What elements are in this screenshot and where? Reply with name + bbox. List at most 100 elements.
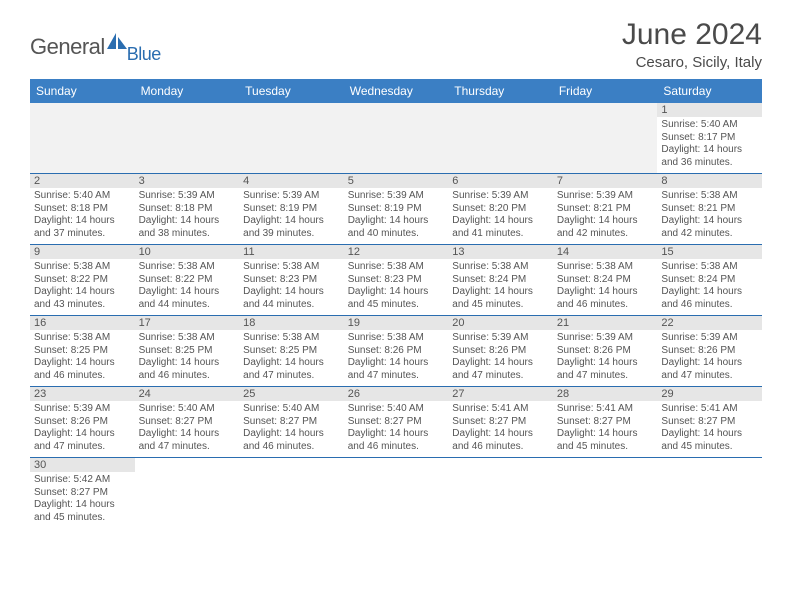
calendar-day: 17Sunrise: 5:38 AMSunset: 8:25 PMDayligh… [135,316,240,387]
day-number-row: 16 [30,316,135,330]
sunset-line: Sunset: 8:25 PM [34,345,131,358]
calendar-day: 29Sunrise: 5:41 AMSunset: 8:27 PMDayligh… [657,387,762,458]
calendar-day-empty [448,458,553,528]
calendar-day-empty [657,458,762,528]
day2-line: and 37 minutes. [34,228,131,241]
sunrise-line: Sunrise: 5:38 AM [139,332,236,345]
week-row: 2Sunrise: 5:40 AMSunset: 8:18 PMDaylight… [30,174,762,245]
sunset-line: Sunset: 8:17 PM [661,132,758,145]
sunrise-line: Sunrise: 5:42 AM [34,474,131,487]
day-number-row: 21 [553,316,658,330]
day2-line: and 42 minutes. [661,228,758,241]
day-number: 10 [139,246,151,258]
day1-line: Daylight: 14 hours [139,286,236,299]
day2-line: and 36 minutes. [661,157,758,170]
day-number-row: 14 [553,245,658,259]
sunrise-line: Sunrise: 5:39 AM [348,190,445,203]
day-number-row: 7 [553,174,658,188]
day1-line: Daylight: 14 hours [348,357,445,370]
sunset-line: Sunset: 8:27 PM [243,416,340,429]
day-number: 11 [243,246,254,258]
sunrise-line: Sunrise: 5:38 AM [348,332,445,345]
sunset-line: Sunset: 8:27 PM [452,416,549,429]
day2-line: and 47 minutes. [557,370,654,383]
day-number-row: 3 [135,174,240,188]
calendar-day: 11Sunrise: 5:38 AMSunset: 8:23 PMDayligh… [239,245,344,316]
day-number-row: 2 [30,174,135,188]
dow-wednesday: Wednesday [344,79,449,103]
day2-line: and 43 minutes. [34,299,131,312]
day2-line: and 39 minutes. [243,228,340,241]
day-number-row: 12 [344,245,449,259]
day-number: 21 [557,317,569,329]
dow-sunday: Sunday [30,79,135,103]
day-number-row: 30 [30,458,135,472]
dow-friday: Friday [553,79,658,103]
day-number-row: 27 [448,387,553,401]
day2-line: and 47 minutes. [243,370,340,383]
day1-line: Daylight: 14 hours [139,215,236,228]
day1-line: Daylight: 14 hours [661,286,758,299]
sunset-line: Sunset: 8:24 PM [557,274,654,287]
week-row: 1Sunrise: 5:40 AMSunset: 8:17 PMDaylight… [30,103,762,174]
sunrise-line: Sunrise: 5:40 AM [34,190,131,203]
sunset-line: Sunset: 8:26 PM [348,345,445,358]
dow-thursday: Thursday [448,79,553,103]
calendar-day: 20Sunrise: 5:39 AMSunset: 8:26 PMDayligh… [448,316,553,387]
day-number-row: 24 [135,387,240,401]
week-row: 30 Sunrise: 5:42 AMSunset: 8:27 PMDayligh… [30,458,762,528]
day-number: 29 [661,388,673,400]
day-number: 27 [452,388,464,400]
calendar-day: 9Sunrise: 5:38 AMSunset: 8:22 PMDaylight… [30,245,135,316]
calendar-day-empty [30,103,135,174]
day1-line: Daylight: 14 hours [348,215,445,228]
day-number-row: 10 [135,245,240,259]
day1-line: Daylight: 14 hours [34,357,131,370]
sunset-line: Sunset: 8:26 PM [661,345,758,358]
sunrise-line: Sunrise: 5:40 AM [139,403,236,416]
day-number: 5 [348,175,354,187]
calendar-day: 22Sunrise: 5:39 AMSunset: 8:26 PMDayligh… [657,316,762,387]
sunset-line: Sunset: 8:19 PM [348,203,445,216]
day1-line: Daylight: 14 hours [348,286,445,299]
sunrise-line: Sunrise: 5:38 AM [243,332,340,345]
calendar-day: 6Sunrise: 5:39 AMSunset: 8:20 PMDaylight… [448,174,553,245]
sunrise-line: Sunrise: 5:39 AM [452,332,549,345]
calendar: Sunday Monday Tuesday Wednesday Thursday… [30,79,762,528]
day-number-row: 1 [657,103,762,117]
logo-text-blue: Blue [127,44,161,65]
calendar-day: 18Sunrise: 5:38 AMSunset: 8:25 PMDayligh… [239,316,344,387]
day-number-row: 6 [448,174,553,188]
day-number: 14 [557,246,569,258]
day-number-row: 8 [657,174,762,188]
calendar-day: 28Sunrise: 5:41 AMSunset: 8:27 PMDayligh… [553,387,658,458]
calendar-day: 15Sunrise: 5:38 AMSunset: 8:24 PMDayligh… [657,245,762,316]
day2-line: and 46 minutes. [139,370,236,383]
day1-line: Daylight: 14 hours [34,499,131,512]
sunset-line: Sunset: 8:27 PM [34,487,131,500]
sunrise-line: Sunrise: 5:41 AM [452,403,549,416]
weeks-container: 1 Sunrise: 5:40 AM Sunset: 8:17 PM Daylight… [30,103,762,528]
day-number-row: 5 [344,174,449,188]
day-number-row: 11 [239,245,344,259]
calendar-day: 27Sunrise: 5:41 AMSunset: 8:27 PMDayligh… [448,387,553,458]
day2-line: and 46 minutes. [661,299,758,312]
day2-line: and 40 minutes. [348,228,445,241]
day-number-row: 29 [657,387,762,401]
day1-line: Daylight: 14 hours [661,215,758,228]
sunrise-line: Sunrise: 5:38 AM [139,261,236,274]
sunset-line: Sunset: 8:23 PM [243,274,340,287]
calendar-day: 2Sunrise: 5:40 AMSunset: 8:18 PMDaylight… [30,174,135,245]
sunset-line: Sunset: 8:18 PM [139,203,236,216]
day-number-row: 15 [657,245,762,259]
sunrise-line: Sunrise: 5:38 AM [243,261,340,274]
sunset-line: Sunset: 8:24 PM [452,274,549,287]
calendar-day: 7Sunrise: 5:39 AMSunset: 8:21 PMDaylight… [553,174,658,245]
day-number: 28 [557,388,569,400]
day-number: 22 [661,317,673,329]
day2-line: and 46 minutes. [243,441,340,454]
calendar-day-empty [135,103,240,174]
calendar-day: 23Sunrise: 5:39 AMSunset: 8:26 PMDayligh… [30,387,135,458]
day2-line: and 45 minutes. [348,299,445,312]
day1-line: Daylight: 14 hours [34,215,131,228]
